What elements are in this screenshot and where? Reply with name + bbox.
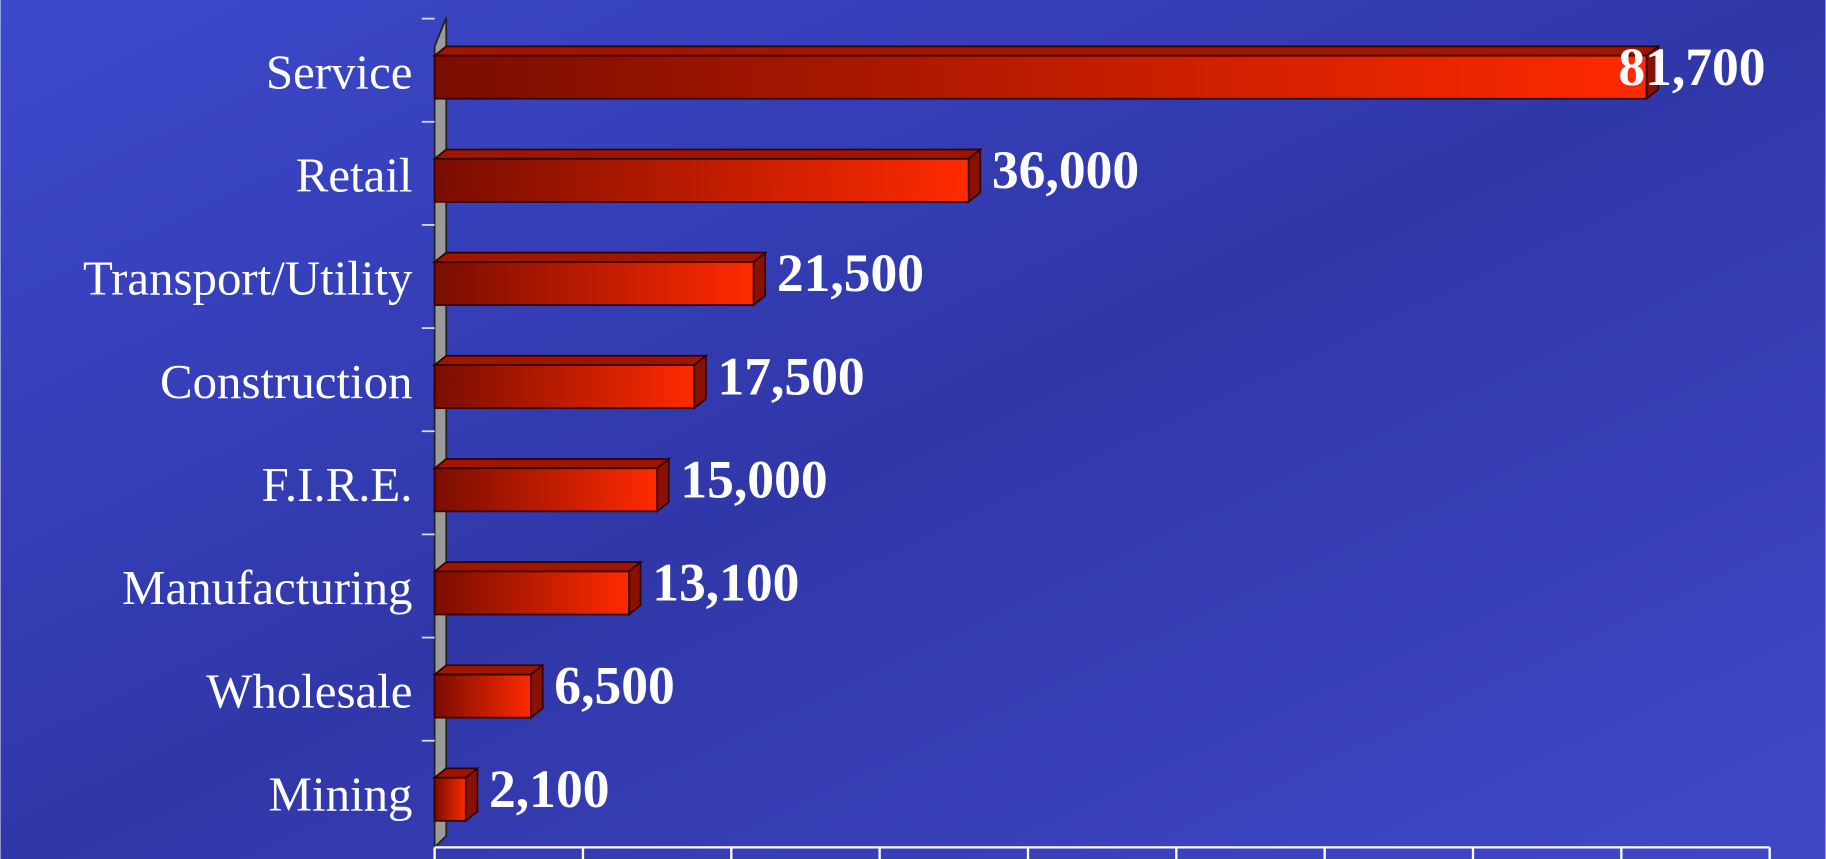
bar-front — [433, 776, 467, 822]
bar-side — [530, 663, 544, 720]
value-label: 21,500 — [777, 243, 924, 303]
bar-top — [432, 458, 672, 470]
bar-top — [432, 354, 709, 366]
y-tick-label: Construction — [160, 354, 413, 409]
value-label: 15,000 — [680, 449, 827, 509]
bar-side — [628, 560, 642, 617]
y-tick-label: Manufacturing — [122, 560, 412, 615]
bar-front — [433, 673, 532, 719]
bar-front — [433, 570, 630, 616]
y-tick-label: F.I.R.E. — [262, 457, 413, 512]
bar-front — [433, 467, 658, 513]
bar-side — [464, 766, 479, 823]
bar-top — [432, 561, 644, 573]
bar — [432, 766, 480, 823]
bar-side — [656, 457, 670, 514]
bar-front — [433, 364, 696, 410]
bar — [432, 353, 709, 411]
y-tick-label: Retail — [296, 148, 413, 203]
value-label: 6,500 — [554, 656, 674, 716]
bar-top — [432, 251, 768, 263]
bar — [432, 44, 1661, 101]
bar-top — [432, 45, 1661, 57]
bar — [432, 250, 768, 307]
bar-top — [432, 148, 983, 160]
bar-front — [433, 261, 755, 306]
y-tick-label: Wholesale — [206, 663, 412, 718]
value-label: 81,700 — [1618, 37, 1765, 97]
bar — [432, 663, 546, 720]
bar-front — [433, 157, 970, 203]
bar-side — [752, 250, 767, 307]
axis-wall — [433, 17, 448, 850]
bar — [432, 457, 672, 514]
value-label: 17,500 — [717, 346, 864, 406]
bar — [432, 560, 644, 617]
bar-side — [967, 147, 982, 204]
y-tick-label: Transport/Utility — [83, 251, 413, 306]
bar-side — [693, 353, 707, 411]
y-tick-label: Mining — [269, 766, 413, 821]
value-label: 36,000 — [992, 140, 1139, 200]
bar-top — [432, 664, 546, 676]
bar — [432, 147, 983, 204]
y-tick-label: Service — [266, 44, 413, 99]
value-label: 13,100 — [652, 553, 799, 613]
bar-front — [433, 54, 1648, 100]
value-label: 2,100 — [489, 759, 609, 819]
